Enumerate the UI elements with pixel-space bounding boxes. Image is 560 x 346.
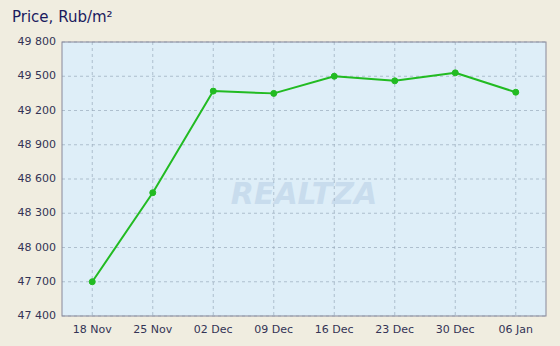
y-tick-label: 48 900 — [18, 138, 57, 151]
plot-frame — [62, 42, 546, 316]
grid-line-x — [213, 42, 214, 316]
y-tick-label: 47 700 — [18, 275, 57, 288]
x-tick-label: 25 Nov — [133, 323, 172, 336]
y-tick-label: 48 600 — [18, 172, 57, 185]
grid-line-y — [62, 179, 546, 180]
y-tick-label: 49 200 — [18, 104, 57, 117]
grid-line-y — [62, 213, 546, 214]
x-tick-label: 06 Jan — [499, 323, 533, 336]
y-tick-label: 49 500 — [18, 69, 57, 82]
grid-line-x — [273, 42, 274, 316]
x-tick-label: 30 Dec — [436, 323, 475, 336]
x-tick-label: 02 Dec — [194, 323, 233, 336]
grid-line-y — [62, 281, 546, 282]
point — [89, 279, 95, 285]
grid-line-y — [62, 144, 546, 145]
point — [271, 90, 277, 96]
point — [392, 78, 398, 84]
chart-svg: REALTZA 47 400 47 700 48 000 48 300 48 600 48 … — [0, 0, 560, 346]
grid-line-x — [515, 42, 516, 316]
title: Price, Rub/m² — [12, 8, 113, 26]
grid-line-x — [334, 42, 335, 316]
point — [210, 88, 216, 94]
point — [452, 70, 458, 76]
series — [89, 70, 519, 285]
grid-line-x — [455, 42, 456, 316]
y-tick-label: 49 800 — [18, 35, 57, 48]
x-tick-label: 09 Dec — [254, 323, 293, 336]
point — [331, 73, 337, 79]
grid-line-y — [62, 247, 546, 248]
y-tick-label: 48 000 — [18, 241, 57, 254]
grid-line-y — [62, 110, 546, 111]
grid — [62, 42, 546, 316]
x-tick-label: 23 Dec — [375, 323, 414, 336]
point — [150, 190, 156, 196]
x-tick-label: 16 Dec — [315, 323, 354, 336]
y-tick-label: 48 300 — [18, 206, 57, 219]
line — [92, 73, 516, 282]
watermark: REALTZA — [231, 176, 377, 211]
grid-line-y — [62, 76, 546, 77]
grid-line-x — [152, 42, 153, 316]
x-tick-label: 18 Nov — [73, 323, 112, 336]
point — [513, 89, 519, 95]
grid-line-x — [92, 42, 93, 316]
plot-background — [62, 42, 546, 316]
y-tick-label: 47 400 — [18, 309, 57, 322]
chart-container: REALTZA 47 400 47 700 48 000 48 300 48 600 48 … — [0, 0, 560, 346]
